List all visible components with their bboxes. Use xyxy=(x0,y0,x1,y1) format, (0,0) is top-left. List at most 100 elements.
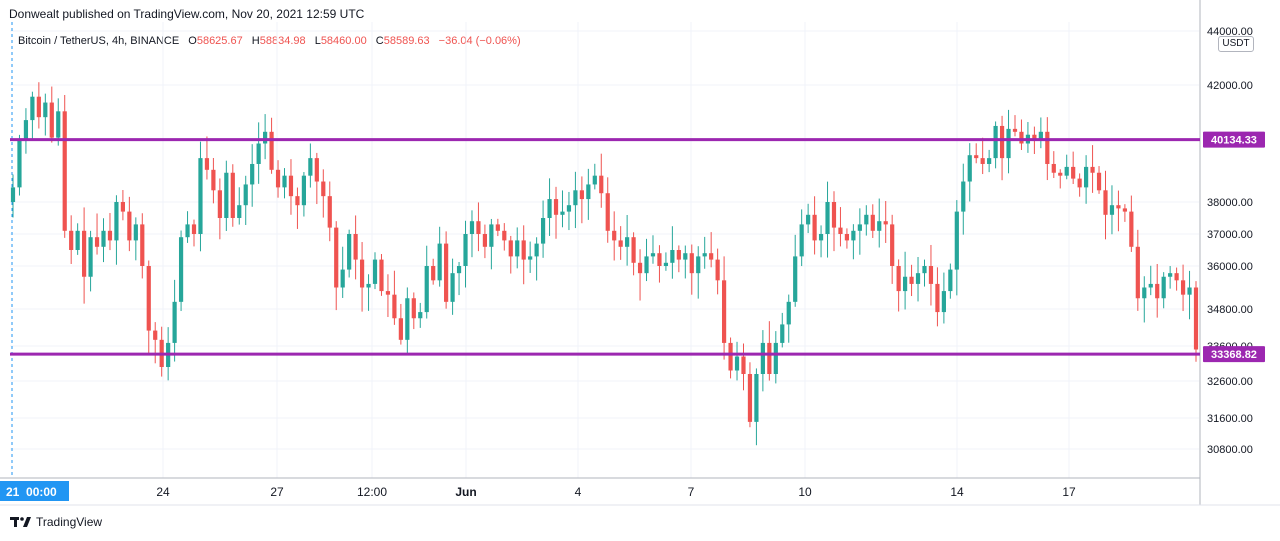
candle-down xyxy=(928,244,934,306)
symbol-name[interactable]: Bitcoin / TetherUS, 4h, BINANCE xyxy=(18,35,180,47)
candle-down xyxy=(999,115,1005,181)
candle-down xyxy=(392,270,397,325)
candle-down xyxy=(230,164,235,227)
candle-down xyxy=(709,232,714,268)
x-tick-label: 7 xyxy=(688,485,695,499)
candle-up xyxy=(754,368,759,446)
candle-down xyxy=(398,303,403,345)
y-tick-label: 30800.00 xyxy=(1207,444,1253,456)
candle-up xyxy=(340,246,345,298)
candle-up xyxy=(237,187,242,225)
candle-down xyxy=(275,160,281,198)
candle-up xyxy=(915,256,921,302)
candle-down xyxy=(127,196,132,252)
candle-up xyxy=(560,190,565,228)
footer-brand[interactable]: TradingView xyxy=(10,515,102,529)
candle-up xyxy=(987,149,992,173)
candle-down xyxy=(495,218,500,237)
candle-up xyxy=(528,241,533,273)
candle-up xyxy=(799,209,804,267)
candle-up xyxy=(941,272,946,324)
candle-down xyxy=(1019,119,1024,150)
candle-up xyxy=(650,235,656,264)
candle-down xyxy=(521,225,526,285)
candle-up xyxy=(1148,265,1153,296)
change-value: −36.04 (−0.06%) xyxy=(438,35,521,47)
candle-down xyxy=(831,191,837,252)
candle-up xyxy=(372,252,378,290)
candle-down xyxy=(618,226,623,260)
candle-down xyxy=(482,224,488,259)
candle-down xyxy=(1193,281,1199,362)
candle-up xyxy=(515,227,520,269)
candle-down xyxy=(120,190,125,221)
candle-down xyxy=(411,292,416,330)
candle-up xyxy=(10,174,16,218)
candle-down xyxy=(767,321,772,381)
candle-up xyxy=(534,237,539,281)
candle-down xyxy=(153,322,158,364)
publisher-caption: Donwealt published on TradingView.com, N… xyxy=(9,7,365,21)
candle-down xyxy=(385,274,391,318)
y-tick-label: 38000.00 xyxy=(1207,197,1253,209)
candle-up xyxy=(773,331,778,384)
symbol-legend: Bitcoin / TetherUS, 4h, BINANCE O58625.6… xyxy=(18,35,521,47)
candle-down xyxy=(295,187,300,229)
candle-down xyxy=(1012,115,1018,137)
y-tick-label: 44000.00 xyxy=(1207,26,1253,38)
candle-up xyxy=(489,218,494,270)
candle-up xyxy=(405,287,410,355)
low-value: 58460.00 xyxy=(320,35,367,47)
candle-up xyxy=(663,252,669,271)
candle-down xyxy=(883,201,888,243)
candle-down xyxy=(631,232,636,276)
x-tick-label: 12:00 xyxy=(357,485,387,499)
candle-up xyxy=(243,175,248,225)
candle-up xyxy=(437,226,442,287)
y-tick-label: 32600.00 xyxy=(1207,376,1253,388)
candle-up xyxy=(263,114,268,160)
candle-down xyxy=(476,202,481,252)
candle-up xyxy=(133,217,138,261)
candle-down xyxy=(359,242,365,312)
level-price-label: 33368.82 xyxy=(1203,346,1265,363)
candle-up xyxy=(1187,270,1192,320)
candle-down xyxy=(217,178,222,240)
candle-up xyxy=(625,215,630,266)
candle-up xyxy=(1142,276,1147,323)
candle-down xyxy=(107,212,113,251)
candle-up xyxy=(301,172,307,217)
open-label: O xyxy=(188,35,197,47)
y-tick-label: 42000.00 xyxy=(1207,80,1253,92)
candle-up xyxy=(198,141,203,252)
candle-up xyxy=(43,93,48,136)
candle-up xyxy=(75,223,80,255)
currency-button[interactable]: USDT xyxy=(1218,36,1254,52)
candle-up xyxy=(573,171,578,229)
footer-brand-label: TradingView xyxy=(36,515,103,529)
candle-down xyxy=(1122,204,1127,222)
candle-down xyxy=(444,231,449,309)
candle-down xyxy=(812,196,817,255)
candle-down xyxy=(1071,151,1076,185)
x-tick-label: 27 xyxy=(270,485,284,499)
candle-down xyxy=(69,215,74,264)
close-label: C xyxy=(375,35,384,47)
candle-up xyxy=(760,330,765,392)
candle-down xyxy=(553,186,559,239)
candle-up xyxy=(1025,122,1031,153)
candle-up xyxy=(308,143,313,188)
candle-up xyxy=(922,259,927,287)
x-tick-label: 14 xyxy=(950,485,964,499)
candle-up xyxy=(172,279,177,362)
candle-up xyxy=(450,258,455,315)
candle-up xyxy=(1064,154,1069,180)
candle-down xyxy=(689,244,694,295)
candle-up xyxy=(967,143,972,202)
candle-down xyxy=(1180,264,1186,312)
candle-down xyxy=(1090,145,1095,193)
candle-down xyxy=(890,214,895,284)
candle-up xyxy=(114,195,119,265)
candle-up xyxy=(696,246,701,299)
